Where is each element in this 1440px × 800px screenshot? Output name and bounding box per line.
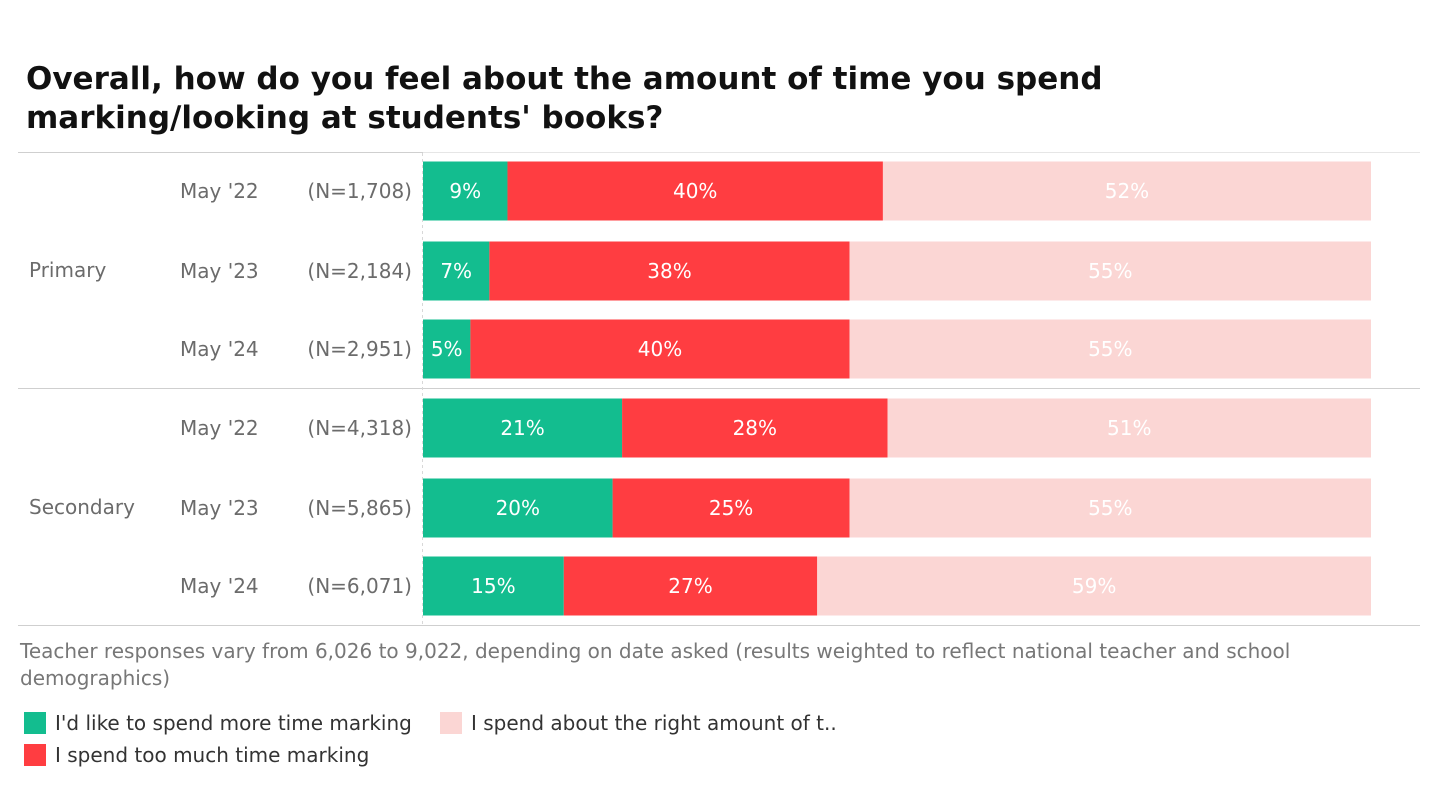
bar-value-label: 52% <box>1105 179 1149 203</box>
chart-footnote: Teacher responses vary from 6,026 to 9,0… <box>20 639 1291 690</box>
legend-swatch-right-amount <box>440 712 462 734</box>
bar-value-label: 40% <box>638 337 682 361</box>
bar-segment-right-amount <box>887 398 1371 458</box>
bar-segment-too-much <box>489 241 850 301</box>
row-label: May '23 <box>180 259 259 283</box>
bar-value-label: 55% <box>1088 337 1132 361</box>
chart-title: Overall, how do you feel about the amoun… <box>26 61 1103 136</box>
bar-segment-too-much <box>622 398 888 458</box>
bar-segment-more-time <box>423 319 471 379</box>
bar-segment-right-amount <box>849 319 1371 379</box>
bar-segment-right-amount <box>882 161 1371 221</box>
bar-segment-more-time <box>423 398 623 458</box>
bar-value-label: 28% <box>733 416 777 440</box>
row-sample-size: (N=2,951) <box>307 337 412 361</box>
row-sample-size: (N=5,865) <box>307 496 412 520</box>
bar-segment-more-time <box>423 478 613 538</box>
bar-value-label: 15% <box>471 574 515 598</box>
row-label: May '22 <box>180 179 259 203</box>
bar-value-label: 51% <box>1107 416 1151 440</box>
bar-segment-too-much <box>563 556 818 616</box>
bar-segment-right-amount <box>817 556 1371 616</box>
legend-label-too-much: I spend too much time marking <box>55 743 370 767</box>
bar-value-label: 5% <box>431 337 463 361</box>
bar-segment-more-time <box>423 161 508 221</box>
row-label: May '24 <box>180 337 259 361</box>
legend-swatch-too-much <box>24 744 46 766</box>
row-sample-size: (N=2,184) <box>307 259 412 283</box>
bar-value-label: 21% <box>500 416 544 440</box>
row-sample-size: (N=6,071) <box>307 574 412 598</box>
bar-segment-too-much <box>612 478 850 538</box>
bar-segment-more-time <box>423 241 490 301</box>
legend-label-right-amount: I spend about the right amount of t.. <box>471 711 837 735</box>
bar-segment-more-time <box>423 556 564 616</box>
bar-value-label: 55% <box>1088 496 1132 520</box>
bar-value-label: 27% <box>668 574 712 598</box>
row-sample-size: (N=1,708) <box>307 179 412 203</box>
bar-segment-too-much <box>470 319 850 379</box>
bar-value-label: 55% <box>1088 259 1132 283</box>
bar-segment-right-amount <box>849 241 1371 301</box>
row-label: May '23 <box>180 496 259 520</box>
bar-value-label: 20% <box>496 496 540 520</box>
group-label-primary: Primary <box>29 258 106 282</box>
legend-item-right-amount: I spend about the right amount of t.. <box>440 710 837 736</box>
bar-value-label: 40% <box>673 179 717 203</box>
legend-label-more-time: I'd like to spend more time marking <box>55 711 412 735</box>
bar-value-label: 59% <box>1072 574 1116 598</box>
bar-value-label: 38% <box>647 259 691 283</box>
legend-item-too-much: I spend too much time marking <box>24 742 369 768</box>
bar-segment-too-much <box>507 161 883 221</box>
bar-value-label: 9% <box>449 179 481 203</box>
row-sample-size: (N=4,318) <box>307 416 412 440</box>
row-label: May '22 <box>180 416 259 440</box>
group-label-secondary: Secondary <box>29 495 135 519</box>
legend-swatch-more-time <box>24 712 46 734</box>
bar-segment-right-amount <box>849 478 1371 538</box>
row-label: May '24 <box>180 574 259 598</box>
legend-item-more-time: I'd like to spend more time marking <box>24 710 412 736</box>
bar-value-label: 25% <box>709 496 753 520</box>
bar-value-label: 7% <box>440 259 472 283</box>
